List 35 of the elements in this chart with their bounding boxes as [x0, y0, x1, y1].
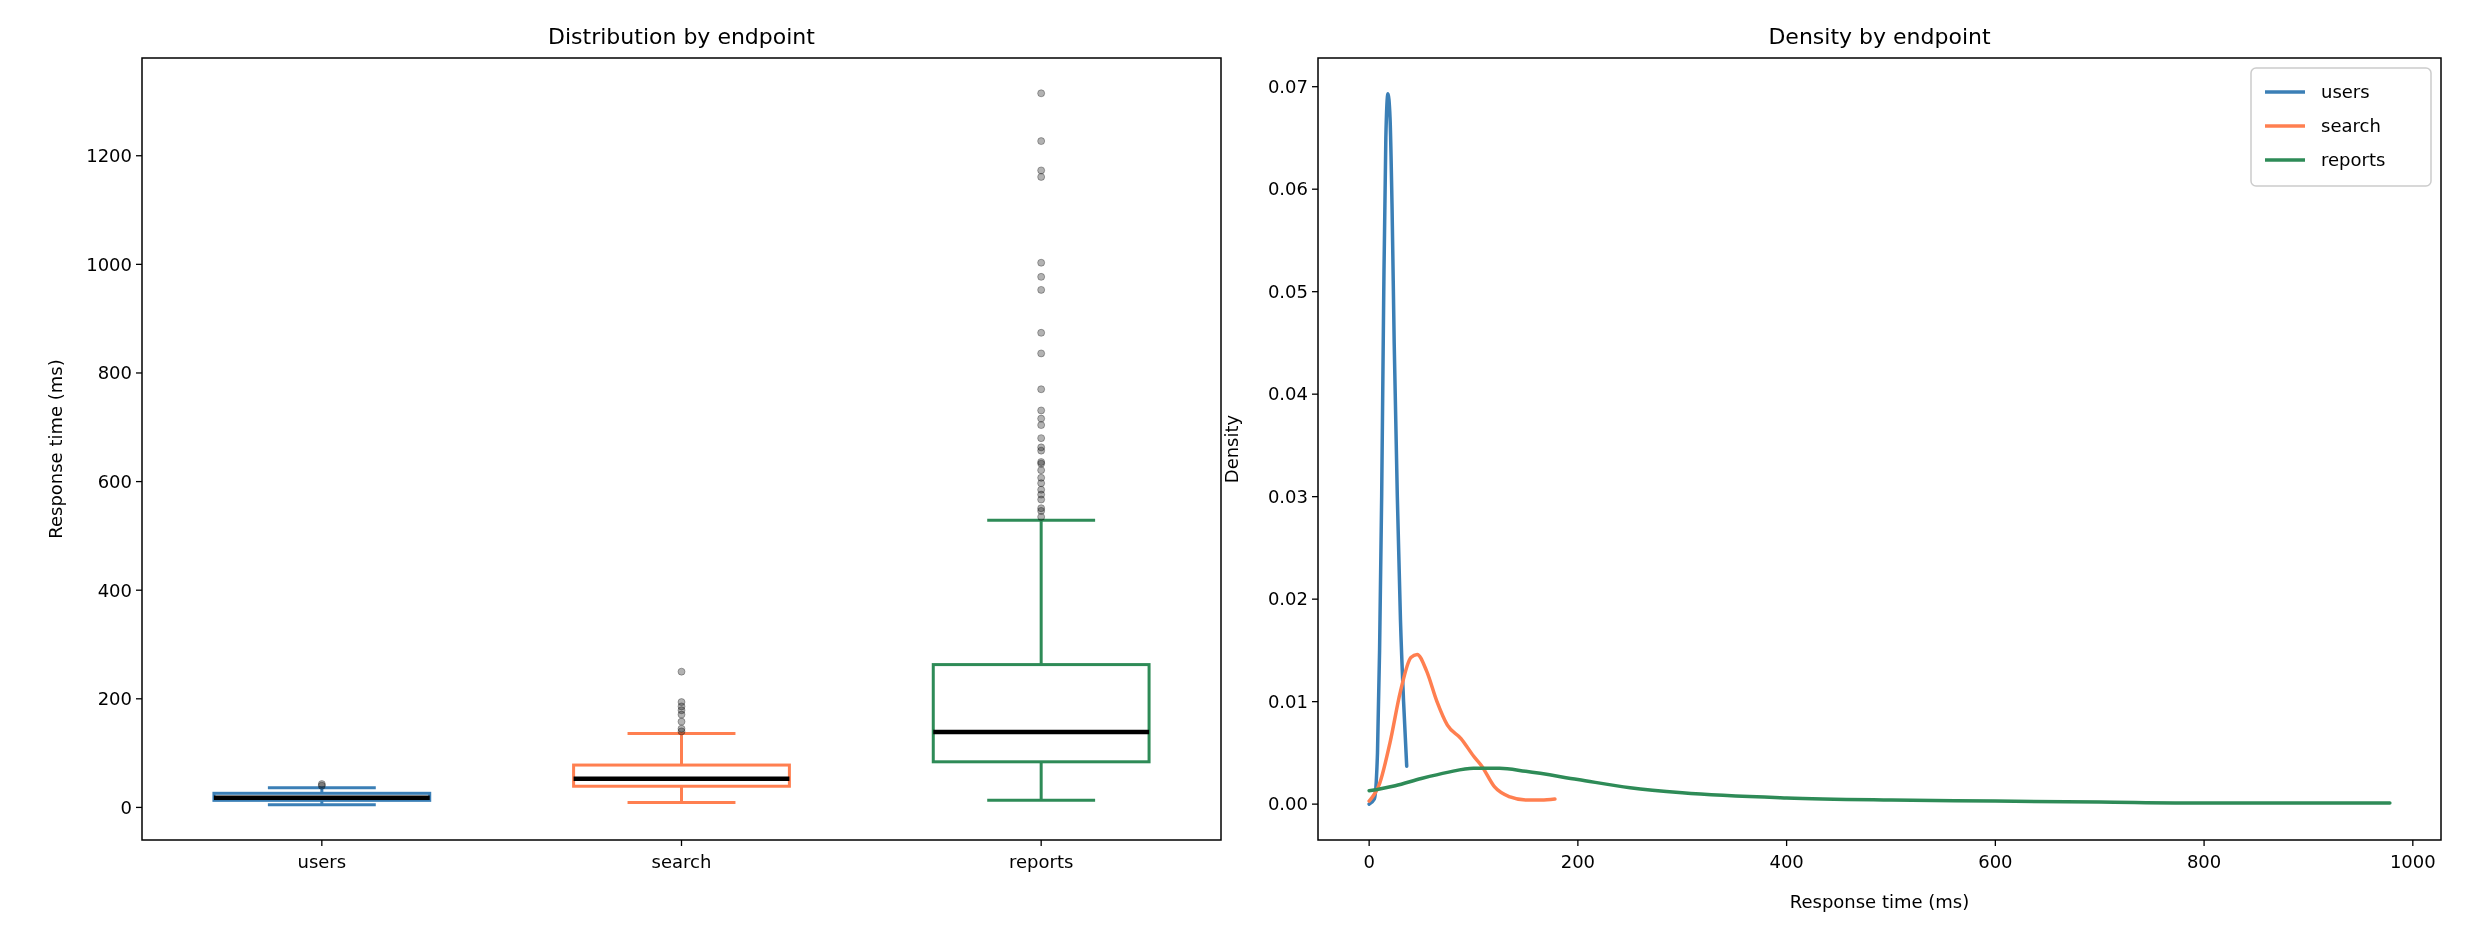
x-tick-label: users: [297, 851, 347, 872]
y-tick-label: 0: [120, 796, 132, 818]
x-tick-label: 400: [1769, 851, 1804, 872]
y-tick-label: 200: [97, 688, 132, 710]
y-tick-label: 0.07: [1267, 76, 1308, 97]
y-tick-label: 0.06: [1267, 178, 1308, 200]
y-tick-label: 400: [97, 579, 132, 601]
x-tick-label: 1000: [2389, 851, 2436, 872]
legend-label: reports: [2321, 149, 2386, 171]
y-tick-label: 0.00: [1267, 793, 1308, 815]
y-tick-label: 1200: [86, 145, 132, 167]
y-tick-label: 0.05: [1267, 280, 1308, 302]
x-tick-label: 200: [1560, 851, 1596, 872]
legend-label: search: [2321, 115, 2381, 137]
legend-label: users: [2321, 81, 2370, 103]
x-tick-label: search: [651, 851, 712, 872]
x-axis-title: Response time (ms): [1789, 891, 1970, 912]
y-tick-label: 0.04: [1267, 383, 1308, 405]
y-axis-title: Response time (ms): [45, 359, 66, 539]
y-tick-label: 0.03: [1267, 485, 1308, 507]
y-tick-label: 0.02: [1267, 588, 1308, 610]
x-tick-label: 800: [2186, 851, 2222, 872]
y-tick-label: 1000: [86, 253, 132, 275]
line-series: [1367, 92, 1409, 806]
y-tick-label: 0.01: [1267, 690, 1308, 712]
chart-title: Distribution by endpoint: [548, 24, 816, 49]
y-tick-label: 800: [97, 362, 132, 384]
line-series: [1367, 652, 1557, 803]
x-tick-label: reports: [1008, 851, 1074, 872]
x-tick-label: 0: [1363, 851, 1375, 872]
line-series: [1367, 766, 2392, 805]
chart-title: Density by endpoint: [1768, 24, 1991, 49]
y-axis-title: Density: [1221, 414, 1242, 484]
y-tick-label: 600: [97, 470, 132, 492]
x-tick-label: 600: [1978, 851, 2013, 872]
